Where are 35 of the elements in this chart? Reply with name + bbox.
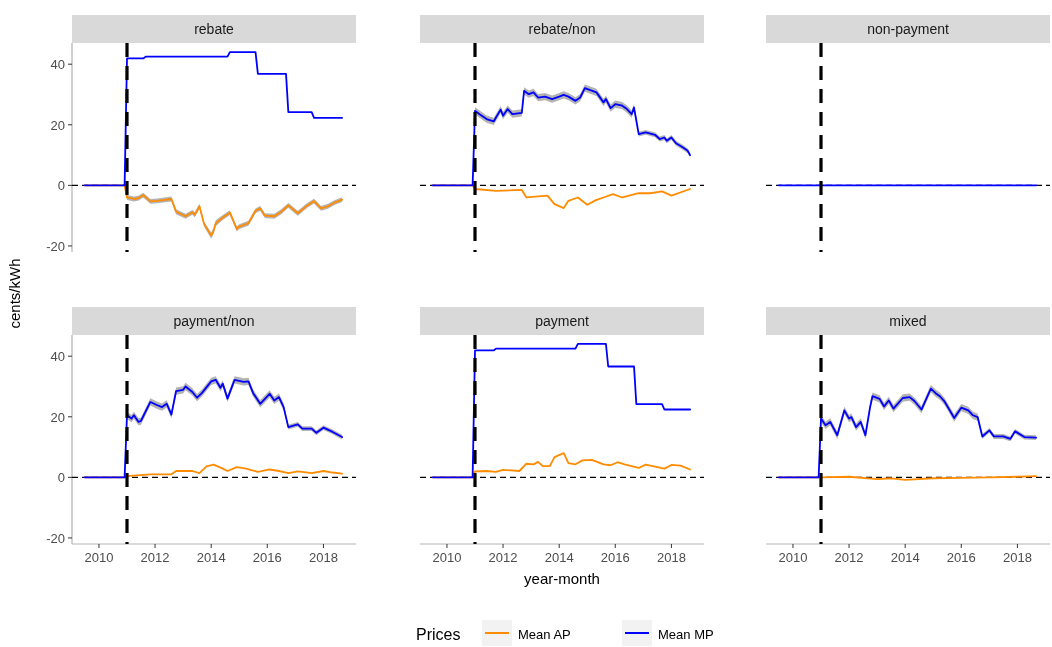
legend-label: Mean MP: [658, 627, 714, 642]
y-tick-label: -20: [46, 238, 65, 254]
chart-title: non-payment: [867, 21, 949, 37]
x-tick-label: 2012: [488, 550, 518, 565]
x-tick-label: 2014: [890, 550, 920, 565]
y-tick-label: 20: [50, 409, 65, 425]
chart-title: rebate: [194, 21, 235, 37]
x-tick-label: 2018: [656, 550, 686, 565]
y-tick-label: -20: [46, 530, 65, 546]
y-tick-label: 40: [50, 57, 65, 73]
chart-title: payment: [535, 313, 589, 329]
x-tick-label: 2014: [544, 550, 574, 565]
line-series: [83, 51, 343, 187]
x-tick-label: 2016: [946, 550, 976, 565]
y-axis-title: cents/kWh: [6, 258, 23, 329]
chart-title: rebate/non: [528, 21, 596, 37]
y-tick-label: 0: [57, 178, 65, 194]
x-tick-label: 2012: [834, 550, 864, 565]
x-axis-title: year-month: [524, 570, 600, 587]
x-tick-label: 2018: [308, 550, 338, 565]
y-tick-label: 20: [50, 117, 65, 133]
y-tick-label: 0: [57, 470, 65, 486]
x-tick-label: 2012: [140, 550, 170, 565]
x-tick-label: 2016: [600, 550, 630, 565]
legend-title: Prices: [416, 626, 461, 643]
x-tick-label: 2010: [84, 550, 114, 565]
legend-label: Mean AP: [518, 627, 571, 642]
chart-title: payment/non: [173, 313, 255, 329]
x-tick-label: 2010: [432, 550, 462, 565]
x-tick-label: 2010: [778, 550, 808, 565]
x-tick-label: 2014: [196, 550, 226, 565]
x-tick-label: 2016: [252, 550, 282, 565]
x-tick-label: 2018: [1002, 550, 1032, 565]
chart-title: mixed: [889, 313, 927, 329]
y-tick-label: 40: [50, 349, 65, 365]
